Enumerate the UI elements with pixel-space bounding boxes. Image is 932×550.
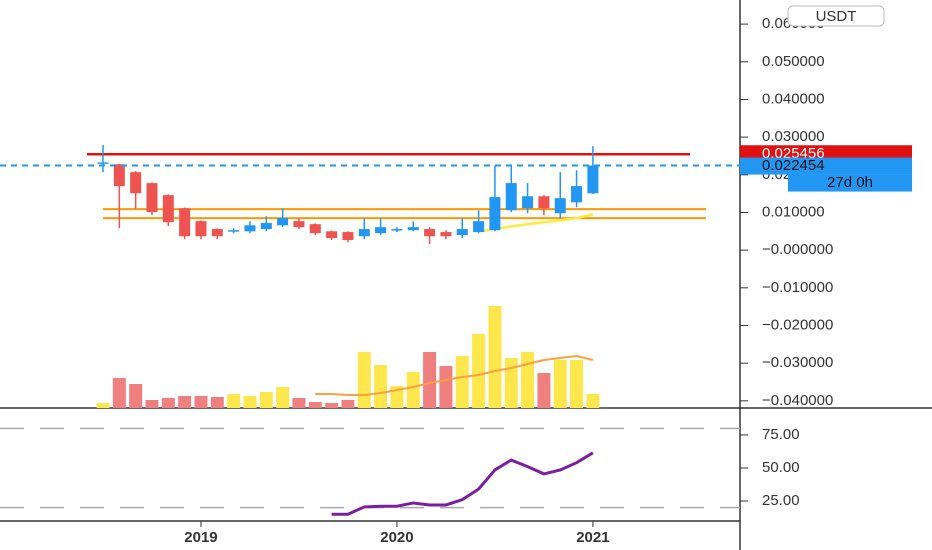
candle-body [244, 225, 256, 232]
y-tick-label: 75.00 [762, 426, 800, 443]
last-price-label: 0.022454 [762, 157, 825, 174]
volume-bar [161, 398, 175, 408]
volume-bar [357, 352, 371, 408]
candle-body [407, 227, 419, 231]
candle-body [456, 229, 468, 236]
volume-bar [292, 398, 306, 408]
y-tick-label: 0.050000 [762, 53, 825, 70]
volume-bar [537, 373, 551, 408]
volume-bar [129, 384, 143, 408]
volume-bar [227, 394, 241, 408]
volume-bar [276, 387, 290, 408]
volume-bar [259, 392, 273, 408]
volume-bar [439, 366, 453, 408]
volume-bar [308, 402, 322, 408]
volume-bar [521, 352, 535, 408]
y-tick-label: −0.030000 [762, 354, 833, 371]
candle-body [505, 183, 517, 211]
candle-body [571, 186, 583, 203]
y-tick-label: −0.010000 [762, 279, 833, 296]
volume-ma-line [315, 354, 594, 396]
candle-body [424, 229, 436, 237]
candle-body [211, 229, 223, 237]
volume-bar [553, 360, 567, 408]
y-tick-label: −0.000000 [762, 241, 833, 258]
candle-body [162, 195, 174, 223]
candle-body [260, 223, 272, 230]
candle-body [293, 221, 305, 228]
volume-bar [96, 403, 110, 408]
candle-body [489, 197, 501, 231]
volume-bar [243, 396, 257, 408]
candle-body [146, 183, 158, 213]
candle-body [375, 227, 387, 234]
y-tick-label: 0.030000 [762, 128, 825, 145]
volume-bar [341, 400, 355, 408]
volume-bar [145, 400, 159, 408]
candle-body [195, 221, 207, 237]
volume-bar [455, 356, 469, 408]
currency-label: USDT [816, 8, 857, 25]
volume-bar [423, 352, 437, 408]
candle-body [97, 162, 109, 164]
candle-body [326, 231, 338, 239]
currency-badge[interactable] [787, 5, 885, 27]
last-price-badge [740, 157, 912, 175]
volume-bar [472, 334, 486, 408]
x-tick-label: 2020 [380, 529, 413, 546]
candle-body [179, 208, 191, 237]
y-tick-label: 50.00 [762, 459, 800, 476]
y-tick-label: −0.040000 [762, 392, 833, 409]
y-tick-label: 0.040000 [762, 90, 825, 107]
candle-body [391, 229, 403, 231]
candle-body [113, 164, 125, 187]
candle-body [130, 172, 142, 194]
y-tick-label: 0.010000 [762, 203, 825, 220]
candle-body [309, 224, 321, 234]
y-tick-label: −0.020000 [762, 316, 833, 333]
countdown-label: 27d 0h [827, 174, 873, 191]
volume-bar [178, 396, 192, 408]
volume-bar [194, 396, 208, 408]
countdown-badge [788, 174, 912, 192]
volume-bar [406, 372, 420, 408]
volume-bar [325, 403, 339, 408]
candle-body [228, 230, 240, 232]
volume-bar [570, 360, 584, 408]
candle-body [358, 229, 370, 237]
candle-body [342, 232, 354, 240]
x-tick-label: 2019 [184, 529, 217, 546]
candle-body [473, 221, 485, 233]
volume-bar [210, 397, 224, 408]
candle-body [277, 218, 289, 226]
volume-bar [504, 358, 518, 408]
volume-bar [374, 365, 388, 408]
candle-body [554, 198, 566, 214]
candle-body [587, 165, 599, 194]
candle-body [440, 232, 452, 237]
x-tick-label: 2021 [576, 529, 609, 546]
rsi-line [331, 451, 594, 516]
candle-body [538, 196, 550, 209]
candle-body [522, 196, 534, 209]
volume-bar [586, 394, 600, 408]
volume-bar [112, 378, 126, 408]
y-tick-label: 25.00 [762, 492, 800, 509]
volume-bar [488, 306, 502, 408]
